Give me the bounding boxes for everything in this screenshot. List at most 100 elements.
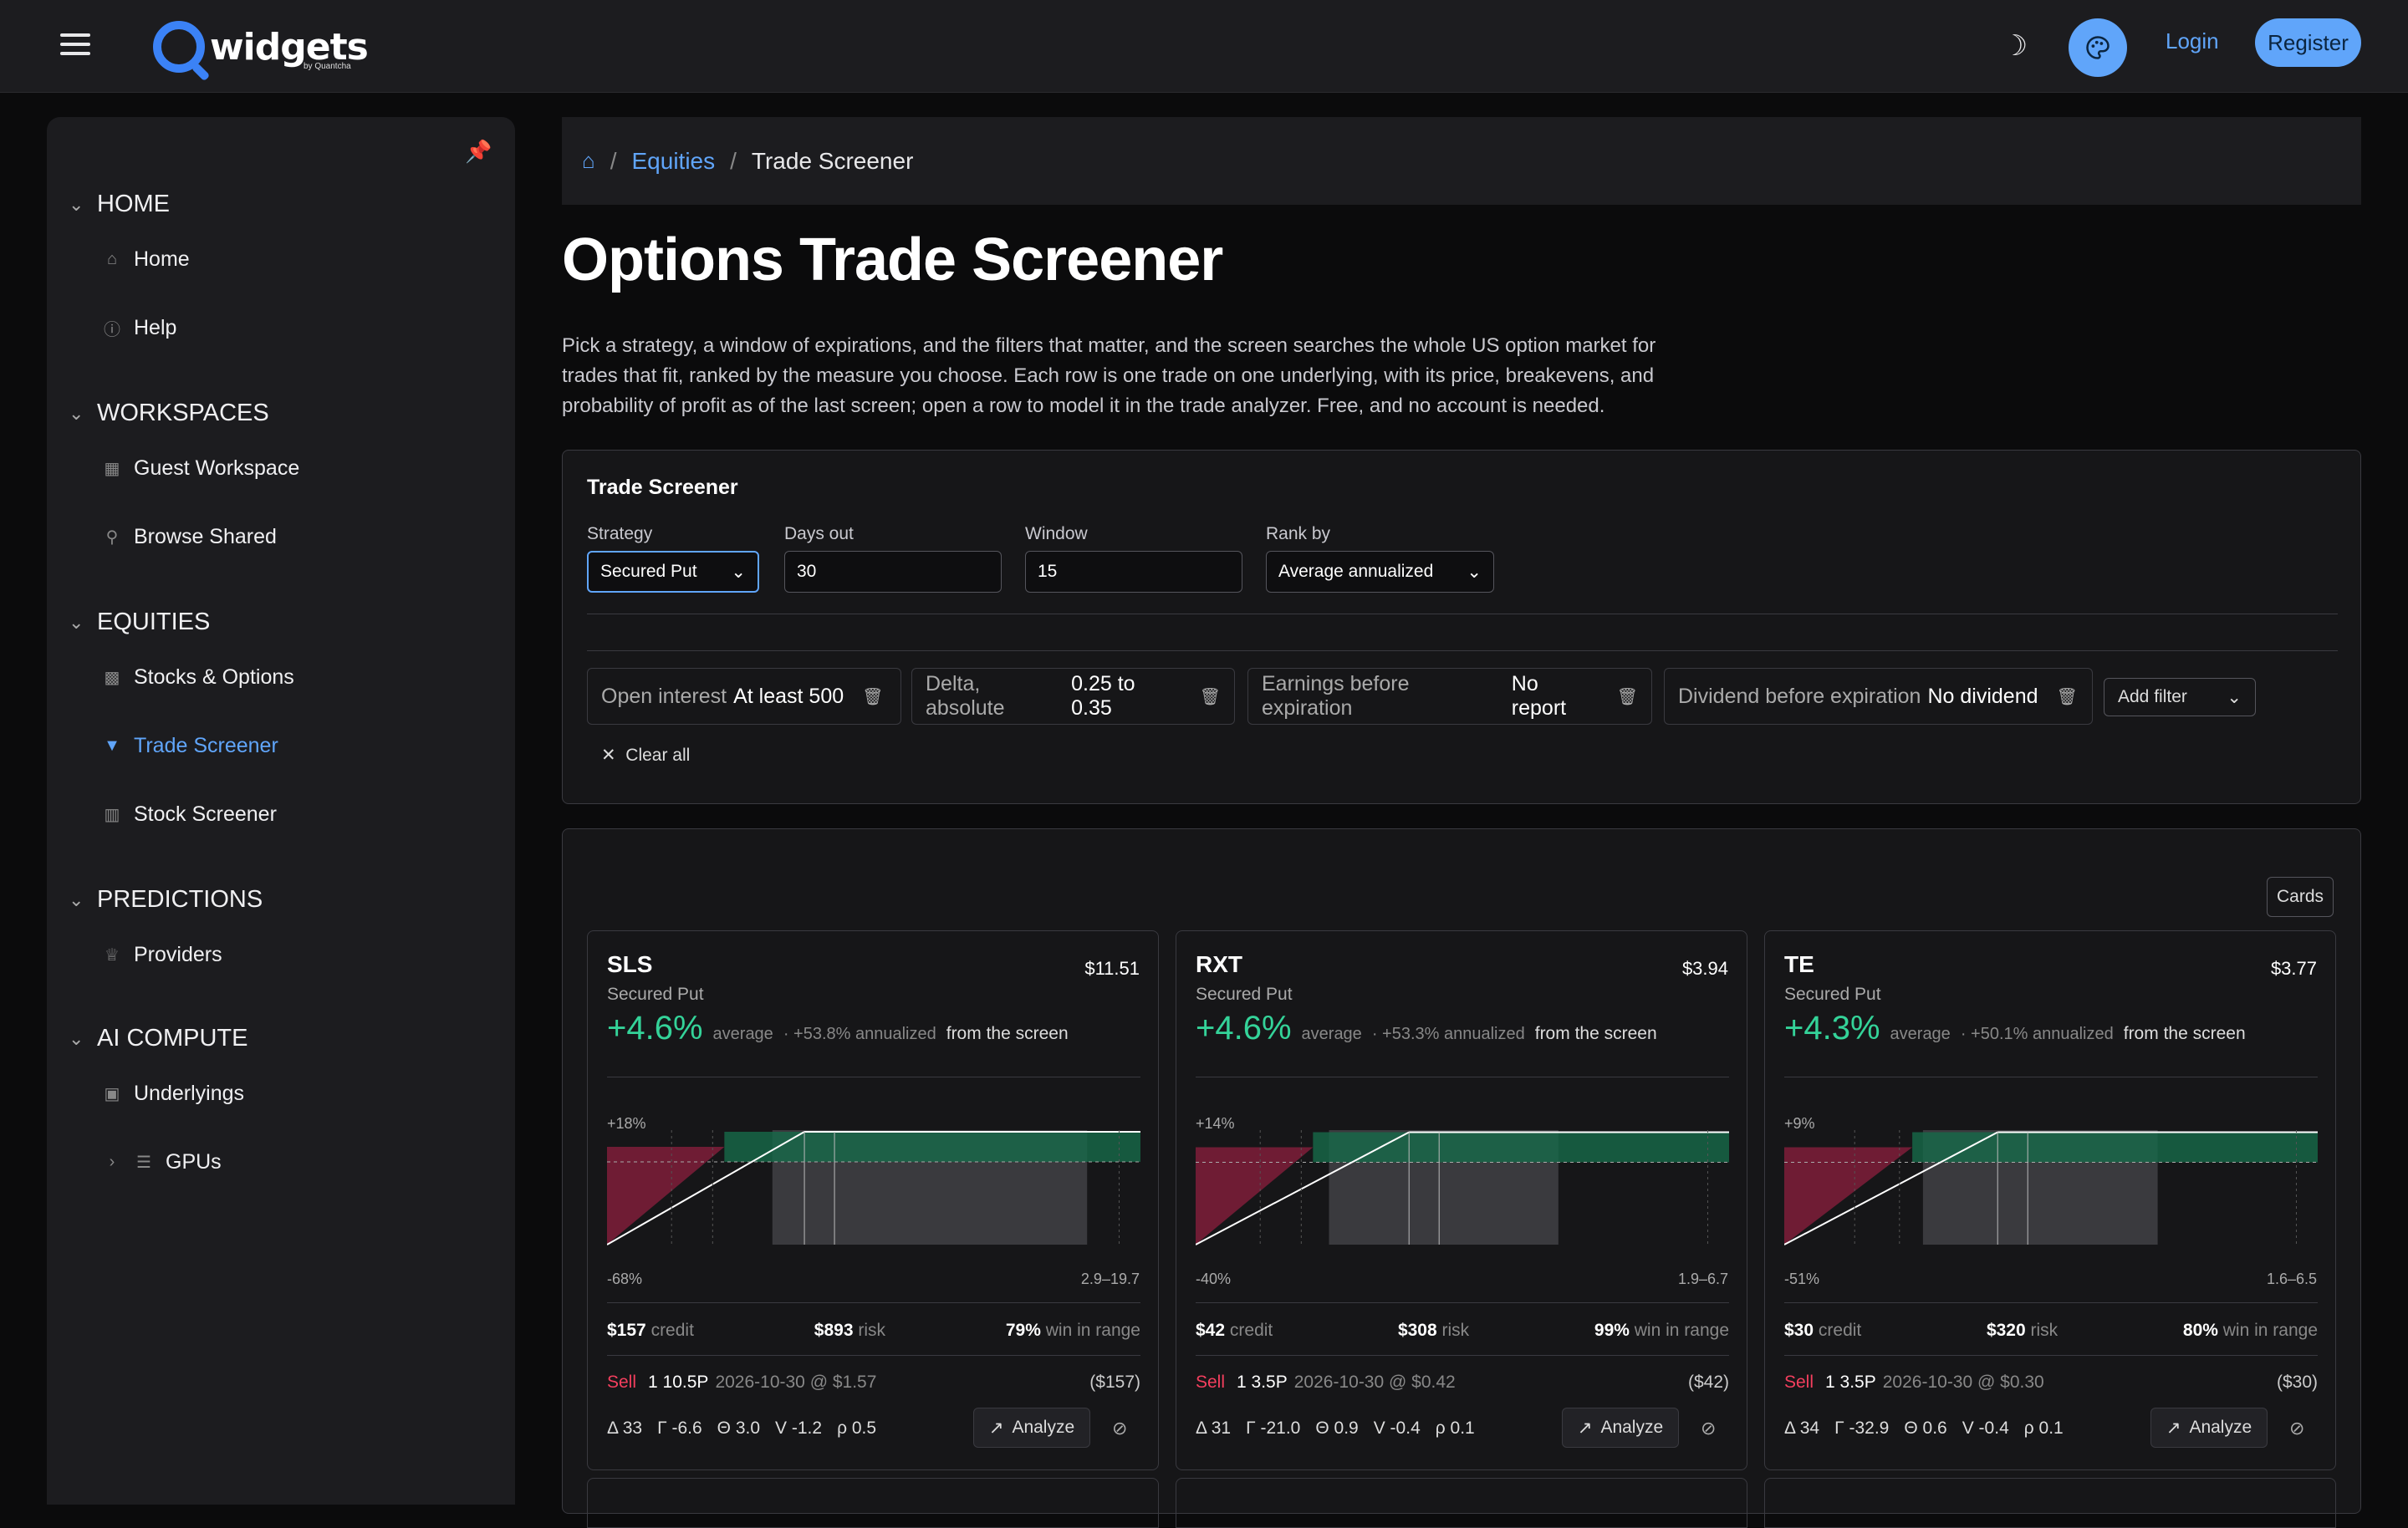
greek-value: Γ -32.9 [1834,1418,1890,1438]
clear-all-button[interactable]: ✕ Clear all [601,745,690,766]
win-label: win in range [1634,1321,1729,1340]
win-value: 79% [1005,1321,1041,1340]
result-card[interactable] [587,1478,1159,1528]
greek-value: Δ 34 [1784,1418,1820,1438]
cards-view-toggle[interactable]: Cards [2267,877,2334,917]
strategy-value: Secured Put [600,562,697,581]
sidebar-item-browse-shared[interactable]: ⚲ Browse Shared [102,525,277,549]
leg-total: ($42) [1687,1373,1729,1392]
chart-range: 1.6–6.5 [2266,1271,2317,1287]
home-icon[interactable]: ⌂ [582,148,595,173]
sidebar-item-stock-screener[interactable]: ▥ Stock Screener [102,802,277,827]
logo[interactable]: widgets by Quantcha [153,20,369,74]
pin-icon[interactable]: 📌 [465,139,492,164]
result-card[interactable] [1176,1478,1747,1528]
greek-value: V -1.2 [775,1418,823,1438]
sidebar-section-home[interactable]: ⌄ HOME [69,191,170,217]
chart-y-min: -40% [1196,1271,1232,1287]
breadcrumb-equities[interactable]: Equities [631,147,716,174]
filter-chip-earnings[interactable]: Earnings before expiration No report 🗑 [1247,668,1652,725]
trash-icon[interactable]: 🗑 [862,687,884,706]
card-from-screen: from the screen [946,1024,1069,1043]
result-card[interactable]: TE $3.77 Secured Put +4.3% average · +50… [1764,930,2336,1470]
rank-by-select[interactable]: Average annualized ⌄ [1266,551,1494,593]
payoff-chart [1196,1130,1729,1245]
analyze-button[interactable]: ↗ Analyze [2150,1408,2268,1448]
chevron-down-icon: ⌄ [69,611,84,633]
moon-icon[interactable]: ☽ [2002,30,2028,62]
payoff-line [1784,1131,1998,1245]
trash-icon[interactable]: 🗑 [1616,687,1638,706]
login-link[interactable]: Login [2166,28,2219,53]
loss-area [1196,1147,1314,1245]
greek-value: Γ -6.6 [657,1418,702,1438]
chevron-down-icon: ⌄ [731,562,746,582]
sidebar-item-trade-screener[interactable]: ▼ Trade Screener [102,734,278,758]
sidebar-item-guest-workspace[interactable]: ▦ Guest Workspace [102,456,300,481]
logo-byline: by Quantcha [304,62,351,71]
bar-chart-icon: ▩ [104,669,120,687]
leg-detail: 2026-10-30 @ $0.42 [1293,1373,1456,1392]
grid-icon: ▦ [104,460,120,478]
chevron-down-icon: ⌄ [69,402,84,424]
analyze-button[interactable]: ↗ Analyze [1562,1408,1679,1448]
divider [1196,1355,1729,1356]
days-out-input[interactable]: 30 [784,551,1002,593]
add-filter-select[interactable]: Add filter ⌄ [2104,678,2256,716]
greek-value: V -0.4 [1962,1418,2009,1438]
window-value: 15 [1038,562,1058,581]
sidebar-item-underlyings[interactable]: ▣ Underlyings [102,1082,244,1106]
ban-icon[interactable]: ⊘ [2289,1418,2305,1439]
divider [1784,1302,2318,1303]
trash-icon[interactable]: 🗑 [2056,687,2078,706]
ban-icon[interactable]: ⊘ [1701,1418,1717,1439]
logo-text: widgets [210,25,369,69]
filter-chip-dividend[interactable]: Dividend before expiration No dividend 🗑 [1664,668,2093,725]
result-card[interactable]: SLS $11.51 Secured Put +4.6% average · +… [587,930,1159,1470]
chevron-down-icon: ⌄ [69,889,84,910]
palette-icon[interactable] [2069,18,2127,77]
chart-icon: ↗ [1577,1418,1593,1438]
sidebar-section-ai-compute[interactable]: ⌄ AI COMPUTE [69,1025,248,1052]
card-symbol: RXT [1196,951,1242,977]
window-input[interactable]: 15 [1025,551,1242,593]
greek-value: ρ 0.1 [1435,1418,1475,1438]
sidebar-item-home[interactable]: ⌂ Home [102,247,190,272]
register-button[interactable]: Register [2255,18,2361,67]
leg-side: Sell [1784,1373,1814,1392]
card-return: +4.6% average · +53.8% annualized from t… [607,1010,1069,1047]
card-return: +4.3% average · +50.1% annualized from t… [1784,1010,2246,1047]
sidebar-item-providers[interactable]: ♕ Providers [102,943,222,967]
card-price: $11.51 [1084,958,1140,979]
trash-icon[interactable]: 🗑 [1199,687,1221,706]
sidebar-section-workspaces[interactable]: ⌄ WORKSPACES [69,400,269,426]
card-strategy: Secured Put [607,985,704,1004]
chart-range: 1.9–6.7 [1677,1271,1728,1287]
strategy-select[interactable]: Secured Put ⌄ [587,551,759,593]
payoff-chart [607,1130,1140,1245]
credit-value: $42 [1196,1321,1226,1340]
sidebar-item-gpus[interactable]: › ☰ GPUs [102,1150,222,1174]
result-card[interactable] [1764,1478,2336,1528]
analyze-button[interactable]: ↗ Analyze [973,1408,1090,1448]
filter-value: No dividend [1927,684,2038,708]
risk-label: risk [2030,1321,2059,1340]
sidebar-item-help[interactable]: ⓘ Help [104,316,177,339]
card-return-value: +4.6% [607,1010,703,1047]
menu-icon[interactable] [60,33,90,59]
sidebar-section-predictions[interactable]: ⌄ PREDICTIONS [69,886,263,913]
filter-chip-delta[interactable]: Delta, absolute 0.25 to 0.35 🗑 [911,668,1235,725]
analyze-label: Analyze [1600,1418,1664,1437]
chart-icon: ↗ [988,1418,1004,1438]
ban-icon[interactable]: ⊘ [1112,1418,1128,1439]
filter-name: Earnings before expiration [1262,672,1410,720]
sidebar-section-equities[interactable]: ⌄ EQUITIES [69,609,211,635]
sidebar-item-stocks-options[interactable]: ▩ Stocks & Options [102,665,294,690]
crown-icon: ♕ [105,946,120,965]
result-card[interactable]: RXT $3.94 Secured Put +4.6% average · +5… [1176,930,1747,1470]
greek-value: Δ 31 [1196,1418,1232,1438]
filter-chip-open-interest[interactable]: Open interest At least 500 🗑 [587,668,901,725]
card-leg: Sell 1 3.5P 2026-10-30 @ $0.42 ($42) [1196,1373,1729,1393]
rank-by-label: Rank by [1266,524,1331,543]
greek-value: Γ -21.0 [1246,1418,1301,1438]
